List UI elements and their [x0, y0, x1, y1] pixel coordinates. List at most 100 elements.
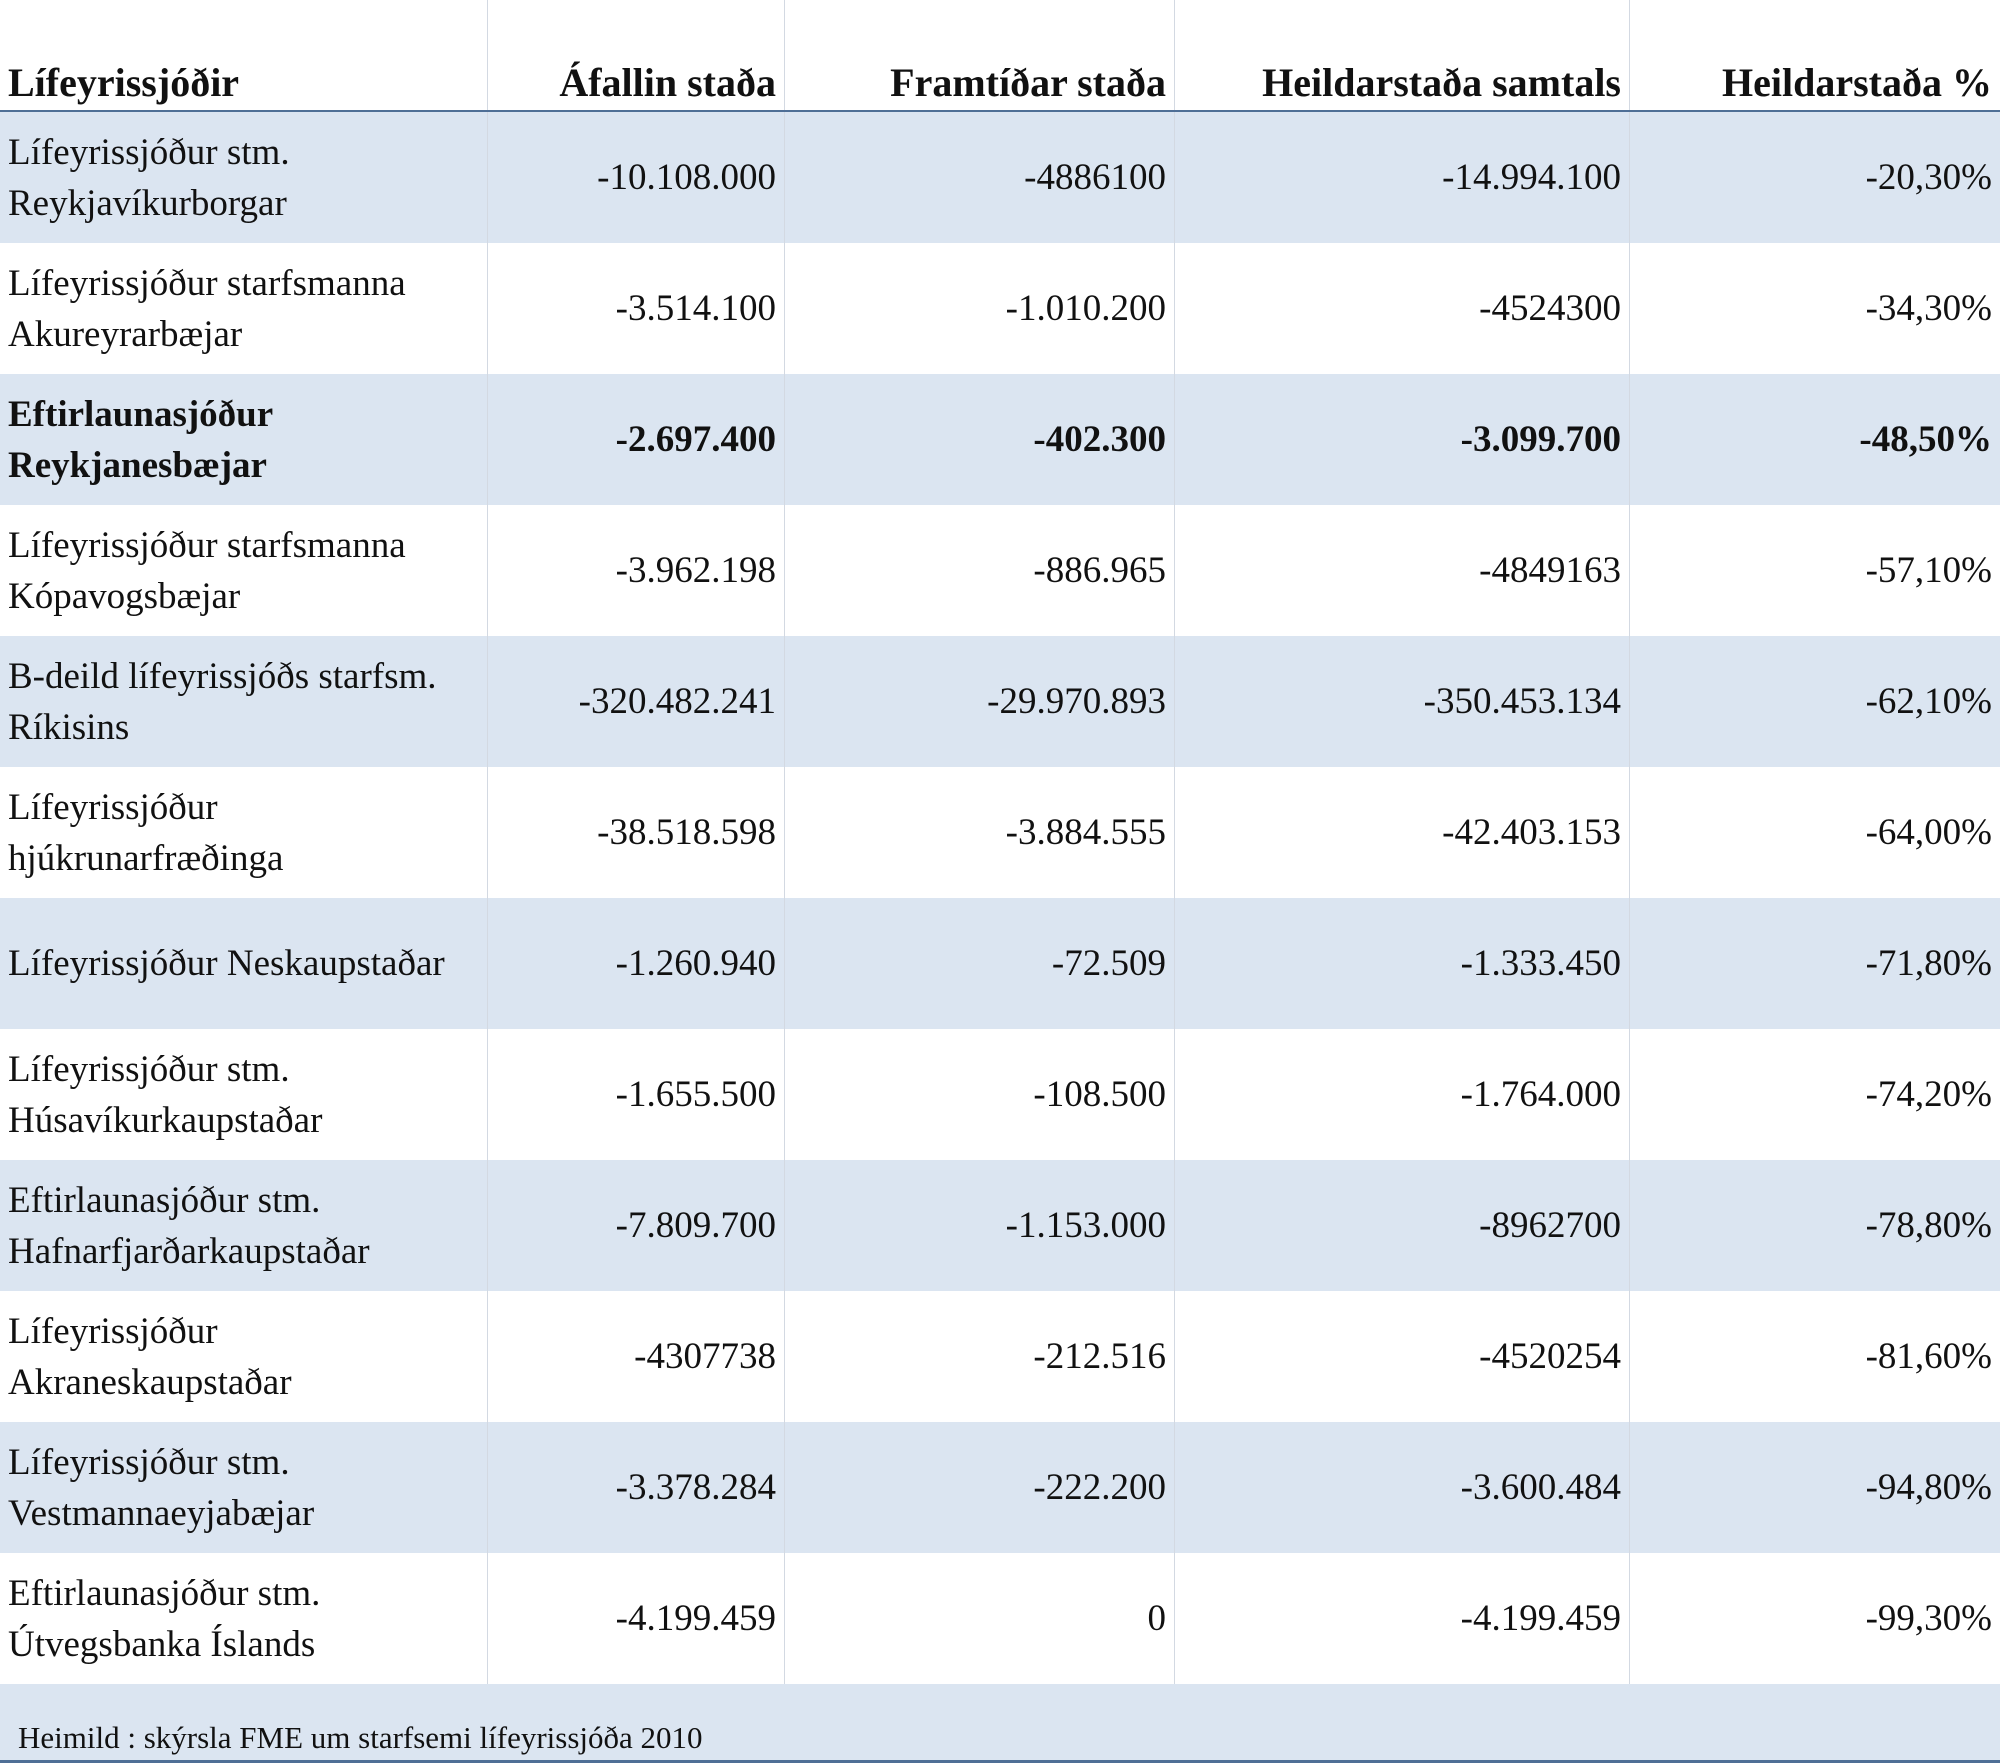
source-note: Heimild : skýrsla FME um starfsemi lífey… [0, 1684, 2000, 1763]
total-position-cell: -4.199.459 [1175, 1553, 1630, 1684]
table-row: Lífeyrissjóður stm. Reykjavíkurborgar -10.… [0, 112, 2000, 243]
accrued-position-cell: -1.655.500 [488, 1029, 785, 1160]
table-row: Lífeyrissjóður Neskaupstaðar -1.260.940 -7… [0, 898, 2000, 1029]
table-row: Lífeyrissjóður starfsmanna Kópavogsbæjar -… [0, 505, 2000, 636]
accrued-position-cell: -3.962.198 [488, 505, 785, 636]
fund-name-line2: Reykjavíkurborgar [8, 182, 287, 224]
fund-name: Lífeyrissjóður stm. Vestmannaeyjabæjar [8, 1437, 314, 1539]
fund-name-line2: Útvegsbanka Íslands [8, 1623, 316, 1665]
fund-name-cell: Eftirlaunasjóður stm. Hafnarfjarðarkaupst… [0, 1160, 488, 1291]
total-position-cell: -1.764.000 [1175, 1029, 1630, 1160]
fund-name-cell: Lífeyrissjóður Neskaupstaðar [0, 898, 488, 1029]
total-percent-cell: -99,30% [1865, 1598, 1992, 1639]
total-percent-cell: -74,20% [1865, 1074, 1992, 1115]
future-position-cell: -29.970.893 [785, 636, 1175, 767]
fund-name-line2: Kópavogsbæjar [8, 575, 241, 617]
fund-name-line2: Húsavíkurkaupstaðar [8, 1099, 323, 1141]
header-total-position: Heildarstaða samtals [1175, 0, 1630, 110]
fund-name-line2: Reykjanesbæjar [8, 444, 267, 486]
total-percent-cell: -78,80% [1630, 1160, 2000, 1291]
header-future-position: Framtíðar staða [785, 0, 1175, 110]
fund-name-line2: hjúkrunarfræðinga [8, 837, 284, 879]
total-position-cell: -3.099.700 [1175, 374, 1630, 505]
future-position-cell: -212.516 [785, 1291, 1175, 1422]
fund-name-cell: Lífeyrissjóður stm. Vestmannaeyjabæjar [0, 1422, 488, 1553]
total-position-cell: -350.453.134 [1175, 636, 1630, 767]
fund-name-line2: Hafnarfjarðarkaupstaðar [8, 1230, 370, 1272]
future-position-cell: -3.884.555 [785, 767, 1175, 898]
fund-name: Lífeyrissjóður stm. Reykjavíkurborgar [8, 127, 290, 229]
fund-name-cell: Lífeyrissjóður stm. Húsavíkurkaupstaðar [0, 1029, 488, 1160]
table-row: Lífeyrissjóður starfsmanna Akureyrarbæjar… [0, 243, 2000, 374]
fund-name-line2: Akureyrarbæjar [8, 313, 243, 355]
table-row: Eftirlaunasjóður Reykjanesbæjar -2.697.400… [0, 374, 2000, 505]
accrued-position-cell: -10.108.000 [488, 112, 785, 243]
future-position-cell: -108.500 [785, 1029, 1175, 1160]
table-row: B-deild lífeyrissjóðs starfsm. Ríkisins -3… [0, 636, 2000, 767]
total-position-cell: -1.333.450 [1175, 898, 1630, 1029]
table-row: Lífeyrissjóður stm. Húsavíkurkaupstaðar -1… [0, 1029, 2000, 1160]
accrued-position-cell: -3.378.284 [488, 1422, 785, 1553]
fund-name-line1: Lífeyrissjóður [8, 1310, 218, 1352]
fund-name: Lífeyrissjóður hjúkrunarfræðinga [8, 782, 283, 884]
table-header-row: Lífeyrissjóðir Áfallin staða Framtíðar s… [0, 0, 2000, 112]
total-position-cell: -14.994.100 [1175, 112, 1630, 243]
total-percent-cell: -57,10% [1865, 550, 1992, 591]
fund-name-line1: Lífeyrissjóður starfsmanna [8, 524, 406, 566]
header-accrued-position: Áfallin staða [488, 0, 785, 110]
fund-name-cell: Lífeyrissjóður hjúkrunarfræðinga [0, 767, 488, 898]
total-percent-cell: -94,80% [1630, 1422, 2000, 1553]
accrued-position-cell: -320.482.241 [488, 636, 785, 767]
future-position-cell: -222.200 [785, 1422, 1175, 1553]
fund-name-line1: Eftirlaunasjóður [8, 393, 274, 435]
fund-name: Lífeyrissjóður Akraneskaupstaðar [8, 1306, 292, 1408]
fund-name-cell: Lífeyrissjóður stm. Reykjavíkurborgar [0, 112, 488, 243]
fund-name-line1: Lífeyrissjóður stm. [8, 131, 290, 173]
total-position-cell: -4520254 [1175, 1291, 1630, 1422]
fund-name-line2: Akraneskaupstaðar [8, 1361, 292, 1403]
future-position-cell: -1.153.000 [785, 1160, 1175, 1291]
accrued-position-cell: -3.514.100 [488, 243, 785, 374]
future-position-cell: -4886100 [785, 112, 1175, 243]
fund-name: Lífeyrissjóður starfsmanna Kópavogsbæjar [8, 520, 406, 622]
accrued-position-cell: -2.697.400 [488, 374, 785, 505]
fund-name-line1: Lífeyrissjóður starfsmanna [8, 262, 406, 304]
future-position-cell: -886.965 [785, 505, 1175, 636]
total-percent-cell: -81,60% [1865, 1336, 1992, 1377]
header-funds: Lífeyrissjóðir [0, 0, 488, 110]
table-row: Lífeyrissjóður hjúkrunarfræðinga -38.518.5… [0, 767, 2000, 898]
fund-name-line2: Vestmannaeyjabæjar [8, 1492, 315, 1534]
accrued-position-cell: -7.809.700 [488, 1160, 785, 1291]
accrued-position-cell: -38.518.598 [488, 767, 785, 898]
accrued-position-cell: -1.260.940 [488, 898, 785, 1029]
fund-name: Lífeyrissjóður starfsmanna Akureyrarbæjar [8, 258, 406, 360]
fund-name-cell: B-deild lífeyrissjóðs starfsm. Ríkisins [0, 636, 488, 767]
total-percent-cell: -62,10% [1630, 636, 2000, 767]
total-position-cell: -4849163 [1175, 505, 1630, 636]
fund-name: Lífeyrissjóður Neskaupstaðar [8, 938, 445, 989]
table-row: Eftirlaunasjóður stm. Útvegsbanka Íslands… [0, 1553, 2000, 1684]
fund-name: Eftirlaunasjóður Reykjanesbæjar [8, 389, 273, 491]
fund-name-cell: Lífeyrissjóður Akraneskaupstaðar [0, 1291, 488, 1422]
accrued-position-cell: -4307738 [488, 1291, 785, 1422]
fund-name-cell: Eftirlaunasjóður Reykjanesbæjar [0, 374, 488, 505]
fund-name-line1: Lífeyrissjóður stm. [8, 1048, 290, 1090]
future-position-cell: 0 [785, 1553, 1175, 1684]
header-total-percent: Heildarstaða % [1722, 60, 1992, 105]
total-percent-cell: -64,00% [1865, 812, 1992, 853]
fund-name-line1: Lífeyrissjóður [8, 786, 218, 828]
future-position-cell: -72.509 [785, 898, 1175, 1029]
fund-name-line1: Eftirlaunasjóður stm. [8, 1572, 321, 1614]
fund-name: Eftirlaunasjóður stm. Hafnarfjarðarkaupst… [8, 1175, 370, 1277]
fund-name-line1: B-deild lífeyrissjóðs starfsm. [8, 655, 437, 697]
future-position-cell: -402.300 [785, 374, 1175, 505]
fund-name-line2: Ríkisins [8, 706, 130, 748]
future-position-cell: -1.010.200 [785, 243, 1175, 374]
total-position-cell: -42.403.153 [1175, 767, 1630, 898]
total-percent-cell: -34,30% [1865, 288, 1992, 329]
accrued-position-cell: -4.199.459 [488, 1553, 785, 1684]
total-percent-cell: -20,30% [1630, 112, 2000, 243]
total-position-cell: -8962700 [1175, 1160, 1630, 1291]
total-position-cell: -3.600.484 [1175, 1422, 1630, 1553]
fund-name: Eftirlaunasjóður stm. Útvegsbanka Íslands [8, 1568, 320, 1670]
